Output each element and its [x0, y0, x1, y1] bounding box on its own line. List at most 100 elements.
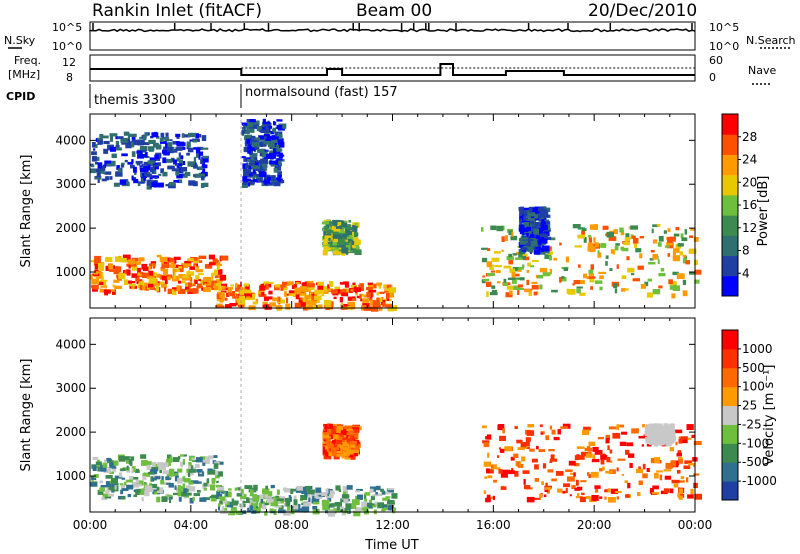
echo-cell — [249, 149, 254, 156]
echo-cell — [491, 257, 500, 262]
echo-cell — [94, 177, 101, 180]
echo-cell — [677, 470, 681, 474]
echo-cell — [258, 178, 263, 183]
echo-cell — [261, 163, 267, 170]
echo-cell — [573, 472, 576, 477]
echo-cell — [379, 297, 383, 302]
echo-cell — [382, 504, 388, 508]
echo-cell — [676, 273, 685, 279]
echo-cell — [244, 125, 249, 129]
echo-cell — [282, 287, 288, 291]
echo-cell — [94, 264, 98, 270]
echo-cell — [567, 476, 575, 482]
echo-cell — [512, 267, 521, 272]
echo-cell — [203, 182, 209, 187]
echo-cell — [321, 221, 330, 225]
echo-cell — [105, 481, 112, 487]
echo-cell — [630, 273, 635, 276]
echo-cell — [162, 171, 168, 177]
echo-cell — [161, 262, 170, 268]
echo-cell — [614, 288, 618, 294]
echo-cell — [605, 261, 608, 266]
echo-cell — [652, 254, 658, 260]
echo-cell — [120, 489, 124, 495]
echo-cell — [121, 162, 125, 165]
echo-cell — [119, 483, 124, 486]
echo-cell — [559, 277, 562, 283]
echo-cell — [122, 467, 130, 471]
y-tick-label: 1000 — [55, 265, 86, 279]
echo-cell — [181, 492, 187, 497]
echo-cell — [167, 288, 173, 295]
echo-cell — [349, 430, 354, 436]
echo-cell — [200, 279, 204, 286]
echo-cell — [502, 428, 505, 434]
echo-cell — [372, 494, 379, 497]
echo-cell — [605, 434, 611, 440]
echo-cell — [591, 495, 599, 501]
echo-cell — [255, 298, 259, 304]
echo-cell — [241, 182, 248, 188]
echo-cell — [132, 265, 138, 271]
echo-cell — [657, 259, 660, 265]
power-echo-field — [90, 118, 702, 312]
echo-cell — [660, 268, 665, 272]
echo-cell — [264, 304, 272, 310]
echo-cell — [336, 446, 340, 451]
echo-cell — [667, 228, 671, 232]
echo-cell — [146, 464, 151, 470]
echo-cell — [284, 497, 291, 502]
echo-cell — [584, 447, 593, 451]
echo-cell — [352, 282, 356, 286]
echo-cell — [188, 469, 196, 473]
echo-cell — [341, 447, 350, 451]
echo-cell — [587, 242, 593, 248]
echo-cell — [342, 491, 347, 496]
echo-cell — [102, 493, 110, 497]
echo-cell — [244, 287, 247, 291]
echo-cell — [519, 223, 522, 229]
echo-cell — [332, 219, 340, 225]
echo-cell — [120, 496, 126, 500]
echo-cell — [156, 182, 164, 188]
echo-cell — [242, 163, 247, 168]
echo-cell — [362, 298, 370, 303]
echo-cell — [647, 430, 655, 437]
echo-cell — [669, 438, 676, 442]
echo-cell — [483, 461, 492, 467]
echo-cell — [179, 159, 183, 164]
echo-cell — [147, 471, 154, 475]
echo-cell — [209, 496, 217, 498]
echo-cell — [117, 136, 124, 140]
echo-cell — [138, 281, 142, 284]
echo-cell — [167, 257, 175, 263]
colorbar-swatch — [722, 255, 738, 277]
echo-cell — [218, 269, 223, 275]
echo-cell — [341, 247, 349, 254]
echo-cell — [610, 249, 615, 254]
echo-cell — [112, 289, 116, 295]
echo-cell — [625, 494, 630, 498]
echo-cell — [608, 236, 617, 241]
echo-cell — [616, 467, 619, 472]
echo-cell — [535, 235, 541, 239]
echo-cell — [170, 265, 175, 268]
echo-cell — [300, 495, 308, 500]
echo-cell — [100, 485, 108, 488]
echo-cell — [176, 285, 181, 291]
echo-cell — [149, 483, 158, 489]
echo-cell — [106, 457, 111, 462]
echo-cell — [369, 488, 374, 493]
echo-cell — [557, 429, 562, 435]
echo-cell — [241, 122, 248, 126]
echo-cell — [221, 506, 225, 512]
echo-cell — [314, 290, 321, 295]
echo-cell — [264, 183, 267, 186]
echo-cell — [494, 265, 502, 268]
echo-cell — [619, 227, 624, 233]
echo-cell — [616, 264, 619, 269]
echo-cell — [192, 283, 195, 286]
echo-cell — [379, 307, 383, 311]
echo-cell — [167, 494, 173, 497]
echo-cell — [92, 142, 96, 148]
